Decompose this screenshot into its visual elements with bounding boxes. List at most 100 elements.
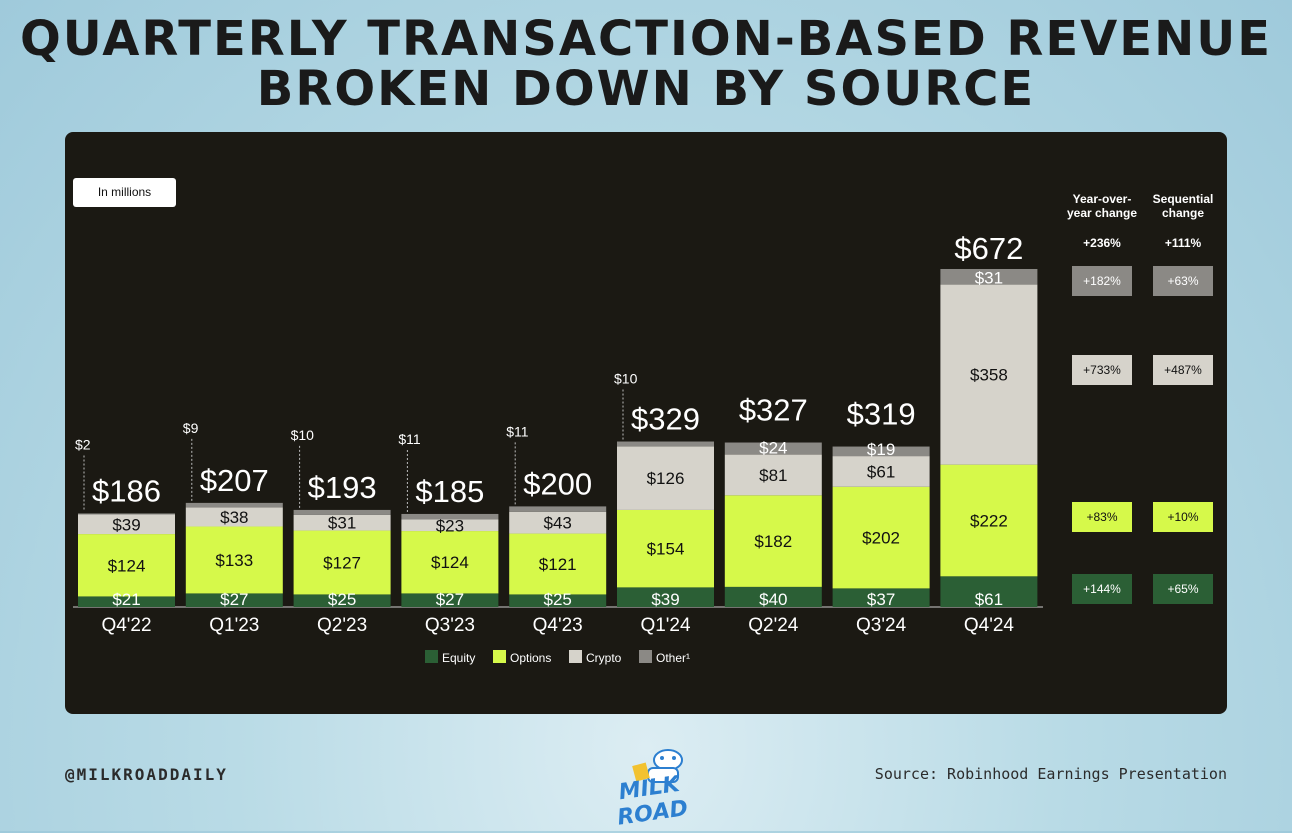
change-options-yoy: +83% bbox=[1086, 510, 1117, 524]
total-label-6: $327 bbox=[739, 393, 808, 428]
change-options-seq: +10% bbox=[1167, 510, 1198, 524]
bar-crypto-3 bbox=[401, 519, 499, 532]
data-label-equity-7: $37 bbox=[867, 590, 895, 609]
data-label-options-5: $154 bbox=[647, 540, 685, 559]
data-label-options-1: $133 bbox=[215, 551, 253, 570]
stacked-bar-chart: In millions $21 $124 $39 $2 $186 Q4'22 $27 $133 $… bbox=[73, 178, 1214, 665]
bar-options-4 bbox=[509, 533, 607, 595]
chart-title: QUARTERLY TRANSACTION-BASED REVENUE BROK… bbox=[0, 14, 1292, 114]
data-label-options-7: $202 bbox=[862, 529, 900, 548]
data-label-crypto-4: $43 bbox=[544, 514, 572, 533]
change-other-seq: +63% bbox=[1167, 274, 1198, 288]
change-box-crypto-seq bbox=[1153, 355, 1213, 385]
data-label-crypto-3: $23 bbox=[436, 516, 464, 535]
total-label-0: $186 bbox=[92, 473, 161, 508]
bar-crypto-5 bbox=[617, 446, 714, 510]
data-label-crypto-7: $61 bbox=[867, 462, 895, 481]
bar-equity-1 bbox=[185, 593, 283, 607]
legend-swatch-equity bbox=[425, 650, 438, 663]
legend-label-equity: Equity bbox=[442, 651, 475, 665]
category-label-5: Q1'24 bbox=[640, 615, 691, 636]
data-label-options-0: $124 bbox=[108, 556, 146, 575]
data-label-equity-3: $27 bbox=[436, 590, 464, 609]
category-label-2: Q2'23 bbox=[317, 615, 367, 636]
bar-other-7 bbox=[832, 446, 930, 457]
bar-other-2 bbox=[293, 509, 391, 515]
change-equity-seq: +65% bbox=[1167, 582, 1198, 596]
change-box-other-yoy bbox=[1072, 266, 1132, 296]
source-note: Source: Robinhood Earnings Presentation bbox=[874, 765, 1227, 783]
data-label-crypto-8: $358 bbox=[970, 366, 1008, 385]
total-label-3: $185 bbox=[415, 474, 484, 509]
legend-swatch-other bbox=[639, 650, 652, 663]
bar-equity-7 bbox=[832, 588, 930, 607]
category-label-0: Q4'22 bbox=[101, 615, 151, 636]
data-label-options-2: $127 bbox=[323, 553, 361, 572]
milk-road-logo: MILK ROAD bbox=[596, 738, 706, 831]
data-label-equity-8: $61 bbox=[975, 590, 1003, 609]
total-label-2: $193 bbox=[308, 470, 377, 505]
data-label-equity-4: $25 bbox=[544, 590, 572, 609]
legend-label-crypto: Crypto bbox=[586, 651, 622, 665]
data-label-options-4: $121 bbox=[539, 555, 577, 574]
unit-label: In millions bbox=[98, 185, 151, 199]
data-label-other-6: $24 bbox=[759, 439, 787, 458]
legend-label-options: Options bbox=[510, 651, 551, 665]
change-total-yoy: +236% bbox=[1083, 236, 1121, 250]
data-label-options-3: $124 bbox=[431, 553, 469, 572]
data-label-crypto-1: $38 bbox=[220, 508, 248, 527]
header-yoy-change: Year-over-year change bbox=[1067, 192, 1137, 220]
data-label-other-7: $19 bbox=[867, 440, 895, 459]
cow-mascot-icon bbox=[632, 749, 683, 783]
bar-other-4 bbox=[509, 506, 607, 512]
bar-equity-3 bbox=[401, 593, 499, 607]
total-label-7: $319 bbox=[847, 397, 916, 432]
total-label-5: $329 bbox=[631, 402, 700, 437]
bar-equity-6 bbox=[724, 586, 822, 607]
category-label-7: Q3'24 bbox=[856, 615, 907, 636]
data-label-equity-5: $39 bbox=[651, 590, 679, 609]
data-label-other-3: $11 bbox=[398, 431, 421, 447]
bar-equity-2 bbox=[293, 594, 391, 607]
category-label-8: Q4'24 bbox=[964, 615, 1015, 636]
bar-equity-8 bbox=[940, 576, 1038, 607]
category-label-1: Q1'23 bbox=[209, 615, 259, 636]
change-box-crypto-yoy bbox=[1072, 355, 1132, 385]
bar-options-7 bbox=[832, 486, 930, 589]
bar-other-1 bbox=[185, 502, 283, 508]
unit-label-box bbox=[73, 178, 176, 207]
data-label-other-0: $2 bbox=[75, 436, 91, 452]
header-sequential-change: Sequential change bbox=[1153, 192, 1214, 220]
bar-other-3 bbox=[401, 513, 499, 520]
bar-crypto-2 bbox=[293, 514, 391, 531]
data-label-crypto-0: $39 bbox=[112, 515, 140, 534]
data-label-other-1: $9 bbox=[183, 420, 199, 436]
change-box-other-seq bbox=[1153, 266, 1213, 296]
legend-swatch-crypto bbox=[569, 650, 582, 663]
category-label-4: Q4'23 bbox=[533, 615, 583, 636]
bar-options-5 bbox=[617, 509, 714, 588]
bar-options-0 bbox=[78, 534, 175, 597]
bar-equity-4 bbox=[509, 594, 607, 607]
change-box-options-yoy bbox=[1072, 502, 1132, 532]
bar-other-6 bbox=[724, 442, 822, 455]
bar-options-8 bbox=[940, 464, 1038, 577]
data-label-options-8: $222 bbox=[970, 511, 1008, 530]
bar-other-0 bbox=[78, 513, 175, 515]
category-label-6: Q2'24 bbox=[748, 615, 799, 636]
data-label-options-6: $182 bbox=[754, 532, 792, 551]
data-label-crypto-5: $126 bbox=[647, 469, 685, 488]
bar-crypto-6 bbox=[724, 454, 822, 496]
bar-equity-5 bbox=[617, 587, 714, 607]
title-line-2: BROKEN DOWN BY SOURCE bbox=[256, 61, 1036, 117]
bar-other-5 bbox=[617, 441, 714, 447]
change-total-seq: +111% bbox=[1165, 236, 1202, 250]
social-handle: @MILKROADDAILY bbox=[65, 765, 228, 784]
title-line-1: QUARTERLY TRANSACTION-BASED REVENUE bbox=[19, 11, 1273, 67]
change-other-yoy: +182% bbox=[1083, 274, 1121, 288]
data-label-equity-6: $40 bbox=[759, 590, 787, 609]
change-equity-yoy: +144% bbox=[1083, 582, 1121, 596]
legend-label-other: Other¹ bbox=[656, 651, 690, 665]
data-label-crypto-2: $31 bbox=[328, 514, 356, 533]
bar-crypto-7 bbox=[832, 456, 930, 487]
